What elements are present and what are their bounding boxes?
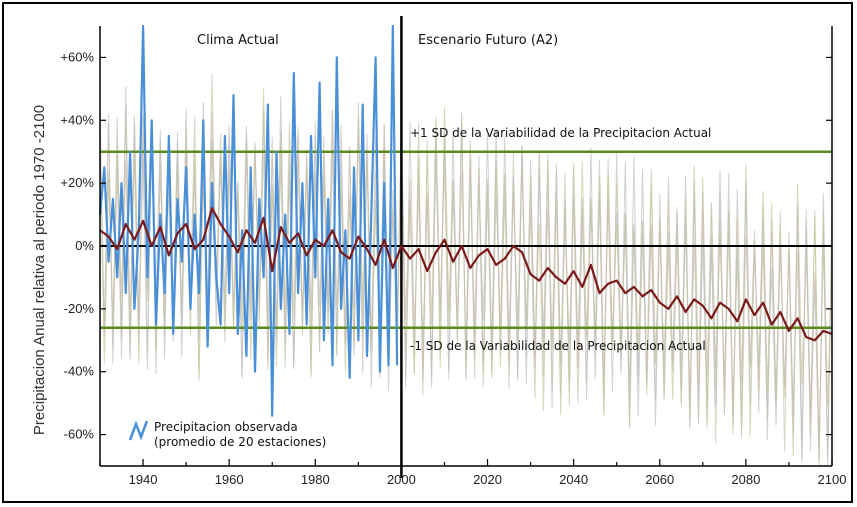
y-tick-label: +40%: [60, 112, 94, 127]
y-tick-label: +20%: [60, 175, 94, 190]
y-tick-label: 0%: [75, 238, 94, 253]
legend-label-line1: Precipitacion observada: [154, 420, 298, 434]
x-tick-label: 1960: [215, 472, 244, 487]
x-tick-label: 2080: [731, 472, 760, 487]
x-tick-label: 2020: [473, 472, 502, 487]
y-tick-label: -40%: [64, 364, 95, 379]
y-axis-label: Precipitacion Anual relativa al periodo …: [31, 105, 48, 435]
legend-swatch-icon: [128, 420, 149, 441]
current-climate-label: Clima Actual: [197, 33, 279, 48]
y-tick-label: +60%: [60, 49, 94, 64]
y-tick-label: -60%: [64, 427, 95, 442]
series-lines: [98, 24, 833, 417]
plus-sd-label: +1 SD de la Variabilidad de la Precipita…: [410, 126, 711, 140]
axes: +60% +40% +20% 0% -20% -40% -60% 1940 1960 1980 20…: [60, 26, 846, 487]
model-mean-series-line: [99, 207, 833, 342]
x-tick-label: 2100: [818, 472, 847, 487]
y-tick-label: -20%: [64, 301, 95, 316]
future-scenario-label: Escenario Futuro (A2): [418, 33, 558, 48]
legend: Precipitacion observada (promedio de 20 …: [128, 420, 326, 449]
x-tick-label: 2040: [559, 472, 588, 487]
ensemble-spread: [99, 73, 833, 467]
x-tick-label: 2000: [387, 472, 416, 487]
observed-series-line: [98, 24, 399, 417]
x-tick-label: 2060: [645, 472, 674, 487]
minus-sd-label: -1 SD de la Variabilidad de la Precipita…: [410, 339, 706, 353]
x-tick-label: 1940: [129, 472, 158, 487]
legend-label-line2: (promedio de 20 estaciones): [154, 435, 326, 449]
x-tick-label: 1980: [301, 472, 330, 487]
